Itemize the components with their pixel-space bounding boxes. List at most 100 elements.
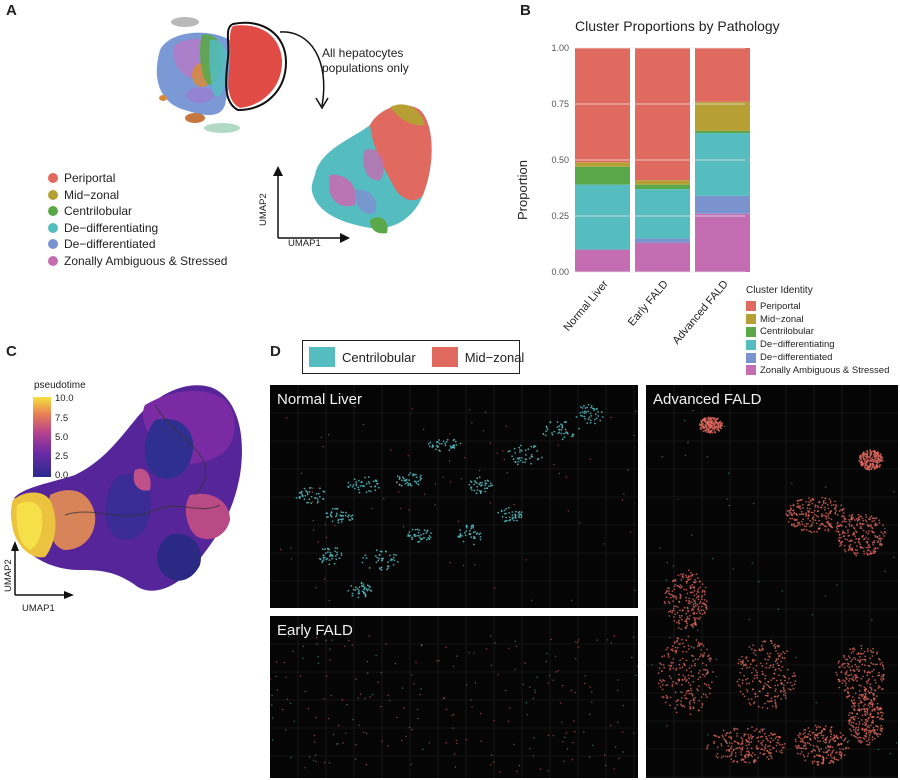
legend-label: Periportal bbox=[64, 171, 116, 185]
legend-item: De−differentiated bbox=[746, 351, 889, 364]
legend-label: De−differentiated bbox=[64, 237, 156, 251]
bar-segment bbox=[635, 242, 690, 272]
x-tick-label: Normal Liver bbox=[562, 278, 611, 334]
legend-label: De−differentiated bbox=[760, 352, 833, 364]
umap1-label-a: UMAP1 bbox=[288, 238, 321, 249]
legend-label: Mid−zonal bbox=[64, 187, 120, 202]
bar-segment bbox=[575, 48, 630, 163]
pseudotime-umap bbox=[11, 385, 242, 599]
legend-label: Mid−zonal bbox=[464, 349, 525, 365]
dedifferentiating-dot bbox=[48, 222, 58, 233]
annotation-line1: All hepatocytes bbox=[322, 46, 404, 60]
colorbar-tick: 2.5 bbox=[55, 451, 69, 462]
bar-segment bbox=[575, 166, 630, 185]
legend-item: Mid−zonal bbox=[431, 347, 525, 367]
tissue-normal-liver: Normal Liver bbox=[270, 385, 638, 608]
x-tick-label: Early FALD bbox=[626, 278, 671, 328]
legend-item: Mid−zonal bbox=[48, 187, 227, 204]
centrilobular-dot bbox=[48, 206, 58, 217]
legend-item: Zonally Ambiguous & Stressed bbox=[746, 364, 889, 377]
legend-item: De−differentiating bbox=[746, 338, 889, 351]
bar-segment bbox=[695, 101, 750, 131]
bar-segment bbox=[575, 184, 630, 250]
dedifferentiating-swatch bbox=[746, 339, 756, 350]
colorbar-tick: 5.0 bbox=[55, 432, 69, 443]
cluster-identity-legend: Cluster Identity Periportal Mid−zonal Ce… bbox=[746, 285, 889, 377]
tissue-early-fald: Early FALD bbox=[270, 616, 638, 778]
stacked-bar-chart: Proportion 0.00 0.25 0.50 0.75 1.00 Normal L… bbox=[515, 43, 750, 347]
legend-label: De−differentiating bbox=[64, 220, 159, 235]
legend-label: Centrilobular bbox=[760, 326, 814, 338]
y-tick-label: 0.00 bbox=[551, 267, 569, 277]
zonally-ambiguous-swatch bbox=[746, 365, 756, 376]
legend-item: Centrilobular bbox=[746, 326, 889, 339]
panel-label-c: C bbox=[6, 343, 17, 360]
bar-group bbox=[575, 48, 750, 272]
spatial-plot-early bbox=[270, 616, 638, 778]
bar-segment bbox=[635, 189, 690, 239]
y-tick-label: 0.25 bbox=[551, 211, 569, 221]
periportal-swatch bbox=[746, 301, 756, 312]
legend-title: Cluster Identity bbox=[746, 285, 813, 296]
midzonal-swatch bbox=[746, 314, 756, 325]
spatial-legend: Centrilobular Mid−zonal bbox=[302, 340, 524, 374]
legend-item: Periportal bbox=[746, 300, 889, 313]
y-tick-label: 1.00 bbox=[551, 43, 569, 53]
y-tick-label: 0.75 bbox=[551, 99, 569, 109]
bar-segment bbox=[695, 130, 750, 134]
panel-label-b: B bbox=[520, 2, 531, 19]
zonally-ambiguous-dot bbox=[48, 255, 58, 266]
y-axis-label: Proportion bbox=[515, 160, 530, 220]
tissue-advanced-fald: Advanced FALD bbox=[646, 385, 898, 778]
umap-hepatocytes bbox=[311, 104, 432, 234]
midzonal-dot bbox=[48, 189, 58, 200]
x-tick-label: Advanced FALD bbox=[671, 278, 731, 347]
legend-label: Zonally Ambiguous & Stressed bbox=[760, 364, 890, 376]
spatial-plot-advanced bbox=[646, 385, 898, 778]
umap2-label-a: UMAP2 bbox=[258, 193, 269, 226]
umap-all-cells bbox=[156, 17, 329, 133]
bar-segment bbox=[635, 180, 690, 185]
legend-item: Zonally Ambiguous & Stressed bbox=[48, 253, 227, 270]
colorbar-title: pseudotime bbox=[34, 380, 86, 391]
legend-label: Mid−zonal bbox=[760, 313, 804, 325]
bar-segment bbox=[575, 249, 630, 272]
section-label: Advanced FALD bbox=[653, 391, 762, 408]
legend-label: De−differentiating bbox=[760, 339, 835, 351]
centrilobular-swatch bbox=[309, 347, 335, 367]
bar-segment bbox=[575, 162, 630, 167]
periportal-dot bbox=[48, 173, 58, 184]
midzonal-swatch bbox=[431, 347, 458, 367]
spatial-plot-normal bbox=[270, 385, 638, 608]
legend-label: Centrilobular bbox=[342, 349, 416, 365]
legend-item: Centrilobular bbox=[48, 203, 227, 220]
legend-label: Centrilobular bbox=[64, 204, 133, 218]
section-label: Early FALD bbox=[277, 622, 353, 639]
legend-label: Periportal bbox=[760, 300, 801, 312]
legend-label: Zonally Ambiguous & Stressed bbox=[64, 253, 228, 268]
bar-segment bbox=[635, 48, 690, 181]
legend-item: Periportal bbox=[48, 170, 227, 187]
panel-label-a: A bbox=[6, 2, 17, 19]
legend-item: Mid−zonal bbox=[746, 313, 889, 326]
chart-title: Cluster Proportions by Pathology bbox=[575, 18, 780, 34]
umap1-label-c: UMAP1 bbox=[22, 603, 55, 614]
dedifferentiated-swatch bbox=[746, 352, 756, 363]
bar-segment bbox=[695, 133, 750, 196]
umap-axes-a bbox=[273, 166, 350, 243]
dedifferentiated-dot bbox=[48, 239, 58, 250]
umap2-label-c: UMAP2 bbox=[3, 559, 14, 592]
legend-item: Centrilobular bbox=[309, 347, 416, 367]
section-label: Normal Liver bbox=[277, 391, 363, 408]
y-tick-label: 0.50 bbox=[551, 155, 569, 165]
colorbar-tick: 10.0 bbox=[55, 393, 74, 404]
bar-segment bbox=[695, 48, 750, 102]
centrilobular-swatch bbox=[746, 326, 756, 337]
colorbar-tick: 0.0 bbox=[55, 470, 69, 481]
x-ticks: Normal Liver Early FALD Advanced FALD bbox=[562, 278, 731, 347]
y-ticks: 0.00 0.25 0.50 0.75 1.00 bbox=[551, 43, 745, 277]
annotation-line2: populations only bbox=[322, 61, 409, 75]
annotation-hepatocytes: All hepatocytes populations only bbox=[322, 46, 409, 76]
bar-segment bbox=[635, 184, 690, 190]
cluster-legend-a: Periportal Mid−zonal Centrilobular De−di… bbox=[48, 170, 227, 269]
